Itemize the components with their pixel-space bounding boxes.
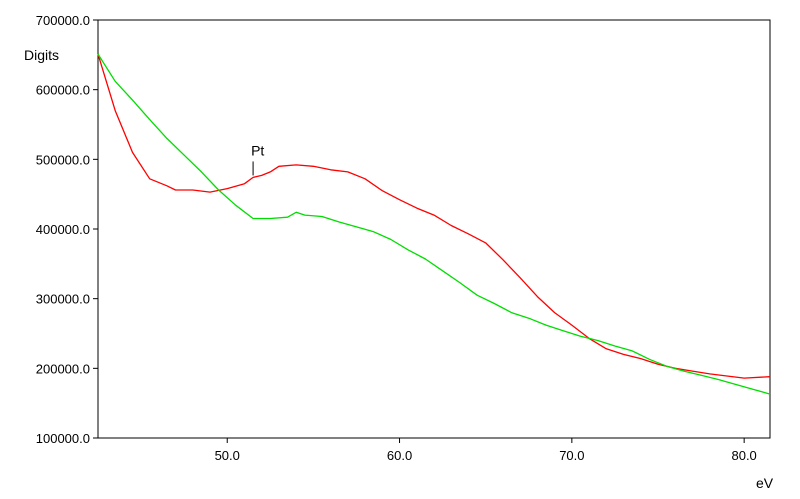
y-tick-label: 600000.0 [36,83,90,98]
x-tick-label: 60.0 [387,448,412,463]
y-axis-label: Digits [24,47,59,63]
y-tick-label: 700000.0 [36,13,90,28]
x-axis: 50.0 60.0 70.0 80.0 [215,438,757,463]
y-tick-label: 100000.0 [36,431,90,446]
y-tick-label: 300000.0 [36,292,90,307]
y-tick-label: 200000.0 [36,361,90,376]
series-line-0 [97,53,771,379]
x-tick-label: 80.0 [731,448,756,463]
y-axis: 100000.0 200000.0 300000.0 400000.0 500000.0… [36,13,98,446]
annotation-layer: Pt [251,142,264,176]
plot-area [97,19,771,439]
y-tick-label: 500000.0 [36,152,90,167]
series-line-1 [97,53,771,395]
x-axis-label: eV [756,475,774,491]
annotation-label: Pt [251,142,264,158]
y-tick-label: 400000.0 [36,222,90,237]
x-tick-label: 70.0 [559,448,584,463]
x-tick-label: 50.0 [215,448,240,463]
series-layer [97,53,771,395]
